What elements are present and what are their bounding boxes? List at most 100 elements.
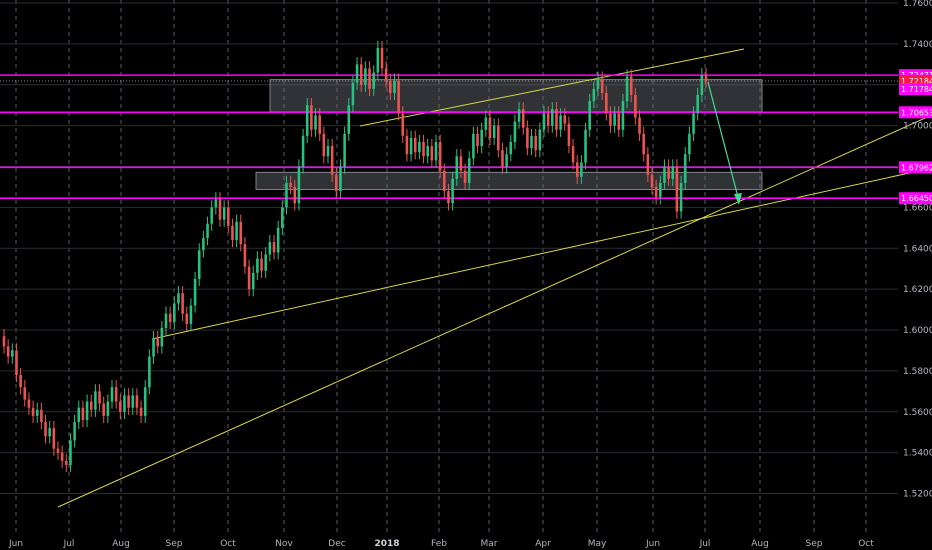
candle-body (301, 135, 305, 167)
price-label-text: 1.72184 (901, 77, 932, 86)
candle-body (551, 109, 554, 126)
candle-body (73, 422, 76, 441)
candle-body (330, 146, 334, 175)
candle-body (27, 399, 31, 408)
candle-body (347, 105, 351, 134)
candle-body (463, 170, 467, 183)
x-tick-label: Nov (275, 539, 293, 549)
candle-body (206, 223, 209, 239)
candle-body (297, 166, 301, 204)
candle-body (476, 133, 479, 147)
candle-body (679, 182, 683, 212)
candle-body (380, 47, 384, 69)
candle-body (264, 254, 267, 271)
candle-body (281, 207, 284, 228)
candle-body (526, 127, 529, 149)
candle-body (102, 403, 105, 416)
x-tick-label: Aug (112, 539, 130, 549)
candle-body (44, 422, 47, 437)
trendline-channel-top (359, 48, 745, 127)
candle-body (696, 94, 699, 114)
candle-body (272, 242, 276, 253)
candle-body (168, 313, 172, 322)
forecast-arrow-line (707, 81, 740, 202)
x-tick-label: Jun (8, 539, 23, 549)
level-price-tag (899, 106, 932, 119)
candle-body (343, 133, 346, 167)
candle-body (501, 150, 504, 167)
candle-body (185, 313, 189, 324)
candle-body (189, 305, 193, 324)
level-price-text: 1.66450 (901, 194, 932, 203)
candle-body (114, 387, 118, 402)
candle-body (629, 76, 633, 95)
candle-body (509, 141, 513, 155)
level-price-text: 1.70653 (901, 108, 932, 117)
candle-body (135, 395, 139, 408)
y-tick-label: 1.52000 (903, 490, 932, 500)
candle-body (143, 387, 147, 416)
candle-body (467, 158, 471, 183)
candle-body (148, 356, 151, 388)
candle-body (69, 440, 72, 465)
candle-body (368, 68, 371, 89)
candle-body (401, 113, 405, 136)
candle-body (89, 401, 93, 410)
candle-body (210, 207, 213, 224)
candle-body (575, 162, 579, 177)
candle-body (15, 350, 18, 376)
x-tick-label: Jul (699, 539, 711, 549)
x-tick-label: May (588, 539, 607, 549)
candle-body (484, 117, 488, 130)
candle-body (251, 272, 255, 290)
candle-body (339, 166, 342, 192)
candle-body (177, 293, 180, 304)
candle-body (314, 115, 317, 130)
candle-body (700, 75, 704, 95)
forecast-arrow (707, 81, 742, 205)
candle-body (513, 121, 517, 142)
candle-body (239, 221, 243, 245)
candle-body (505, 154, 508, 167)
y-tick-label: 1.58000 (903, 367, 932, 377)
x-tick-label: Oct (220, 539, 236, 549)
candle-body (488, 117, 492, 138)
candle-body (704, 75, 708, 82)
y-tick-label: 1.64000 (903, 244, 932, 254)
y-tick-label: 1.66000 (903, 203, 932, 213)
candle-body (152, 338, 155, 357)
candle-body (218, 199, 222, 220)
candle-body (65, 460, 68, 465)
candle-body (243, 244, 247, 267)
candle-body (534, 135, 537, 151)
candle-body (563, 115, 567, 124)
candle-body (173, 303, 176, 322)
candle-body (617, 113, 621, 130)
candle-body (326, 146, 330, 157)
candle-body (276, 227, 280, 253)
candle-body (310, 105, 313, 130)
candle-body (98, 391, 101, 404)
candle-body (546, 113, 550, 126)
candle-body (389, 80, 392, 93)
candle-body (667, 166, 670, 179)
candle-body (571, 146, 575, 163)
candle-body (671, 166, 675, 179)
candle-body (683, 154, 687, 183)
x-tick-label: Oct (858, 539, 874, 549)
candle-body (430, 146, 434, 161)
candle-body (268, 242, 272, 255)
candle-body (359, 64, 363, 85)
x-tick-label: Apr (535, 539, 551, 549)
candle-body (559, 115, 562, 130)
x-tick-label: Jun (645, 539, 660, 549)
candle-body (480, 129, 483, 147)
candle-body (305, 105, 309, 136)
candle-body (663, 166, 666, 183)
candle-body (567, 123, 571, 147)
forecast-arrow-head (734, 193, 742, 205)
candle-body (542, 113, 546, 130)
candle-body (364, 68, 367, 85)
